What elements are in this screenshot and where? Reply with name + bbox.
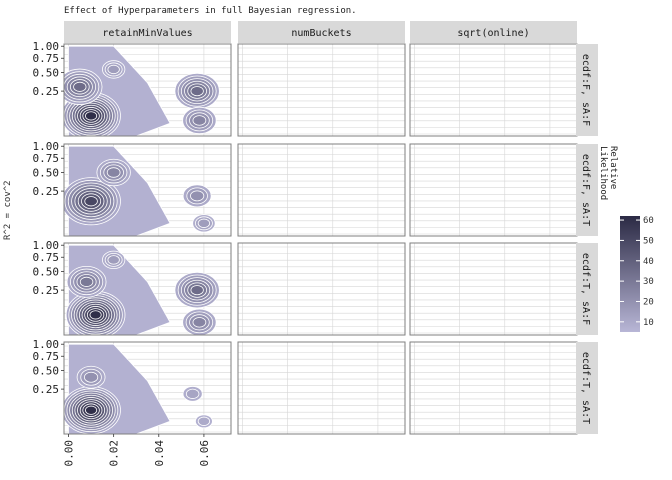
density-contour-level (190, 190, 205, 202)
x-tick-label: 0.04 (153, 440, 166, 467)
chart-title: Effect of Hyperparameters in full Bayesi… (64, 6, 357, 16)
column-strip-label: retainMinValues (102, 28, 192, 39)
density-contour-level (73, 81, 87, 92)
legend-tick-label: 30 (643, 277, 654, 287)
legend-tick-label: 10 (643, 318, 654, 328)
panel-background (238, 342, 405, 434)
density-contour-level (107, 64, 120, 75)
y-tick-label: 0.25 (33, 85, 60, 98)
density-contour-level (84, 196, 98, 207)
density-contour-level (106, 167, 121, 178)
column-strip (238, 21, 405, 43)
legend-tick-label: 20 (643, 297, 654, 307)
y-tick-label: 0.25 (33, 185, 60, 198)
y-tick-label: 0.75 (33, 350, 60, 363)
panel-border (63, 43, 232, 137)
y-tick-label: 0.25 (33, 284, 60, 297)
panel-border (237, 341, 406, 435)
density-contour-level (84, 371, 99, 383)
density-contour-level (79, 276, 94, 287)
legend-tick-label: 50 (643, 236, 654, 246)
density-contour-level (197, 218, 211, 228)
legend-colorbar (620, 216, 640, 332)
y-tick-label: 0.25 (33, 383, 60, 396)
panel-background (410, 144, 577, 236)
panel-background (238, 144, 405, 236)
panel-border (237, 242, 406, 336)
panel-border (63, 143, 232, 237)
x-tick-label: 0.06 (198, 440, 211, 467)
x-tick-label: 0.02 (108, 440, 121, 467)
density-contour-level (85, 111, 98, 121)
row-strip (576, 144, 598, 236)
density-contour-level (190, 86, 204, 97)
y-tick-label: 0.50 (33, 266, 60, 279)
density-contour-level (107, 255, 120, 265)
density-contour-level (192, 317, 207, 328)
column-strip-label: sqrt(online) (457, 28, 529, 39)
panel-background (410, 342, 577, 434)
legend-tick-label: 60 (643, 216, 654, 226)
row-strip-label: ecdf:F, sA:T (580, 154, 591, 226)
y-tick-label: 0.50 (33, 67, 60, 80)
density-contour-level (190, 285, 204, 296)
row-strip (576, 342, 598, 434)
density-contours (65, 244, 220, 335)
y-tick-label: 0.75 (33, 52, 60, 65)
legend-tick-label: 40 (643, 257, 654, 267)
row-strip-label: ecdf:F, sA:F (580, 54, 591, 126)
density-contours (64, 45, 220, 136)
y-tick-label: 0.75 (33, 251, 60, 264)
row-strip-label: ecdf:T, sA:F (580, 253, 591, 325)
density-contours (64, 145, 216, 236)
y-tick-label: 1.00 (33, 239, 60, 252)
panel-border (63, 341, 232, 435)
y-tick-label: 0.50 (33, 167, 60, 180)
y-tick-label: 0.75 (33, 152, 60, 165)
y-tick-label: 1.00 (33, 338, 60, 351)
column-strip-label: numBuckets (291, 28, 351, 39)
density-contours (64, 343, 213, 434)
column-strip (64, 21, 231, 43)
y-tick-label: 0.50 (33, 365, 60, 378)
panel-background (238, 243, 405, 335)
panel-background (410, 243, 577, 335)
row-strip (576, 243, 598, 335)
panel-background (410, 44, 577, 136)
panel-border (63, 242, 232, 336)
density-contour-level (192, 115, 207, 126)
y-tick-label: 1.00 (33, 40, 60, 53)
density-contour-level (89, 310, 102, 320)
column-strip (410, 21, 577, 43)
panel-border (237, 43, 406, 137)
row-strip-label: ecdf:T, sA:T (580, 352, 591, 424)
panel-border (237, 143, 406, 237)
x-tick-label: 0.00 (63, 440, 76, 467)
density-contour-level (85, 405, 98, 415)
y-tick-label: 1.00 (33, 140, 60, 153)
density-contour-level (197, 416, 211, 426)
density-contour-level (185, 388, 200, 399)
row-strip (576, 44, 598, 136)
panel-background (238, 44, 405, 136)
